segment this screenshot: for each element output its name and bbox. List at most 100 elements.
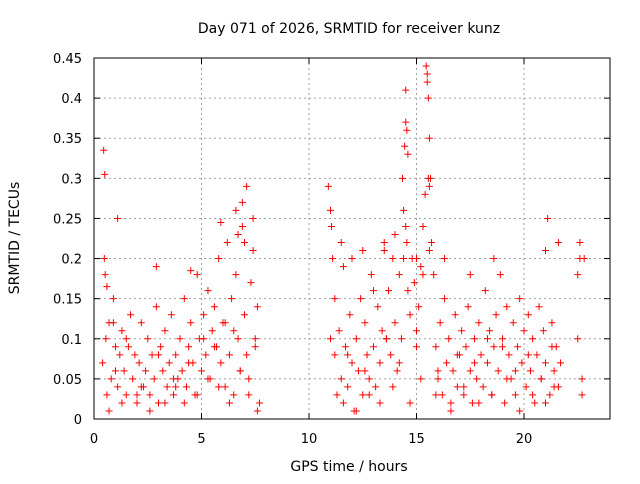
data-point (165, 359, 173, 367)
data-point (352, 335, 360, 343)
data-point (363, 351, 371, 359)
y-tick-label: 0.4 (61, 92, 82, 107)
data-point (574, 271, 582, 279)
data-point (217, 218, 225, 226)
x-axis-label: GPS time / hours (290, 459, 407, 475)
data-point (161, 399, 169, 407)
data-point (410, 279, 418, 287)
data-point (193, 391, 201, 399)
data-point (359, 391, 367, 399)
data-point (436, 319, 444, 327)
data-point (187, 319, 195, 327)
data-point (402, 86, 410, 94)
data-point (328, 222, 336, 230)
data-point (501, 399, 509, 407)
y-tick-label: 0.1 (61, 333, 82, 348)
data-point (399, 174, 407, 182)
data-point (499, 335, 506, 343)
data-point (234, 230, 242, 238)
data-point (503, 375, 511, 383)
data-point (230, 391, 238, 399)
data-point (210, 343, 218, 351)
data-point (424, 174, 432, 182)
data-point (221, 319, 229, 327)
data-point (172, 383, 180, 391)
data-point (161, 327, 169, 335)
data-point (101, 271, 109, 279)
data-point (131, 351, 139, 359)
data-point (578, 375, 586, 383)
data-point (425, 134, 433, 142)
data-point (550, 383, 558, 391)
data-point (387, 351, 395, 359)
data-point (142, 367, 150, 375)
y-tick-label: 0.45 (53, 52, 82, 67)
data-point (511, 391, 519, 399)
data-point (344, 383, 352, 391)
data-point (406, 399, 414, 407)
data-point (129, 375, 137, 383)
data-point (443, 359, 451, 367)
data-point (114, 383, 122, 391)
data-point (460, 391, 468, 399)
data-point (514, 343, 522, 351)
data-point (440, 295, 448, 303)
data-point (403, 126, 411, 134)
data-point (337, 375, 345, 383)
data-point (471, 359, 479, 367)
data-point (529, 335, 537, 343)
data-point (438, 391, 446, 399)
data-point (494, 367, 502, 375)
data-point (223, 239, 231, 247)
data-point (432, 343, 440, 351)
data-point (251, 343, 259, 351)
data-point (331, 351, 339, 359)
data-point (481, 287, 489, 295)
data-point (403, 239, 411, 247)
data-point (361, 367, 369, 375)
data-point (327, 335, 334, 343)
data-point (172, 351, 180, 359)
data-point (445, 335, 453, 343)
data-point (537, 375, 545, 383)
data-point (518, 359, 526, 367)
data-point (155, 351, 162, 359)
data-point (249, 247, 257, 255)
data-point (253, 303, 261, 311)
data-point (208, 327, 216, 335)
data-point (144, 335, 152, 343)
data-point (348, 359, 356, 367)
data-point (488, 391, 496, 399)
data-point (185, 343, 193, 351)
data-point (453, 383, 461, 391)
data-point (146, 391, 154, 399)
data-point (496, 271, 504, 279)
data-point (422, 62, 430, 70)
data-point (182, 383, 190, 391)
data-point (430, 271, 438, 279)
data-point (241, 311, 248, 319)
data-point (180, 399, 188, 407)
data-point (417, 263, 425, 271)
y-tick-label: 0 (74, 413, 82, 428)
data-point (475, 399, 483, 407)
data-point (391, 230, 399, 238)
data-point (176, 335, 184, 343)
data-point (372, 383, 380, 391)
data-point (382, 335, 390, 343)
data-point (378, 327, 386, 335)
data-point (473, 375, 481, 383)
data-point (105, 407, 113, 415)
data-point (337, 239, 345, 247)
data-point (413, 343, 420, 351)
data-point (170, 375, 178, 383)
data-point (122, 391, 130, 399)
data-point (529, 391, 537, 399)
data-point (217, 359, 225, 367)
data-point (453, 351, 461, 359)
data-point (385, 287, 393, 295)
data-point (404, 287, 412, 295)
data-point (424, 94, 432, 102)
